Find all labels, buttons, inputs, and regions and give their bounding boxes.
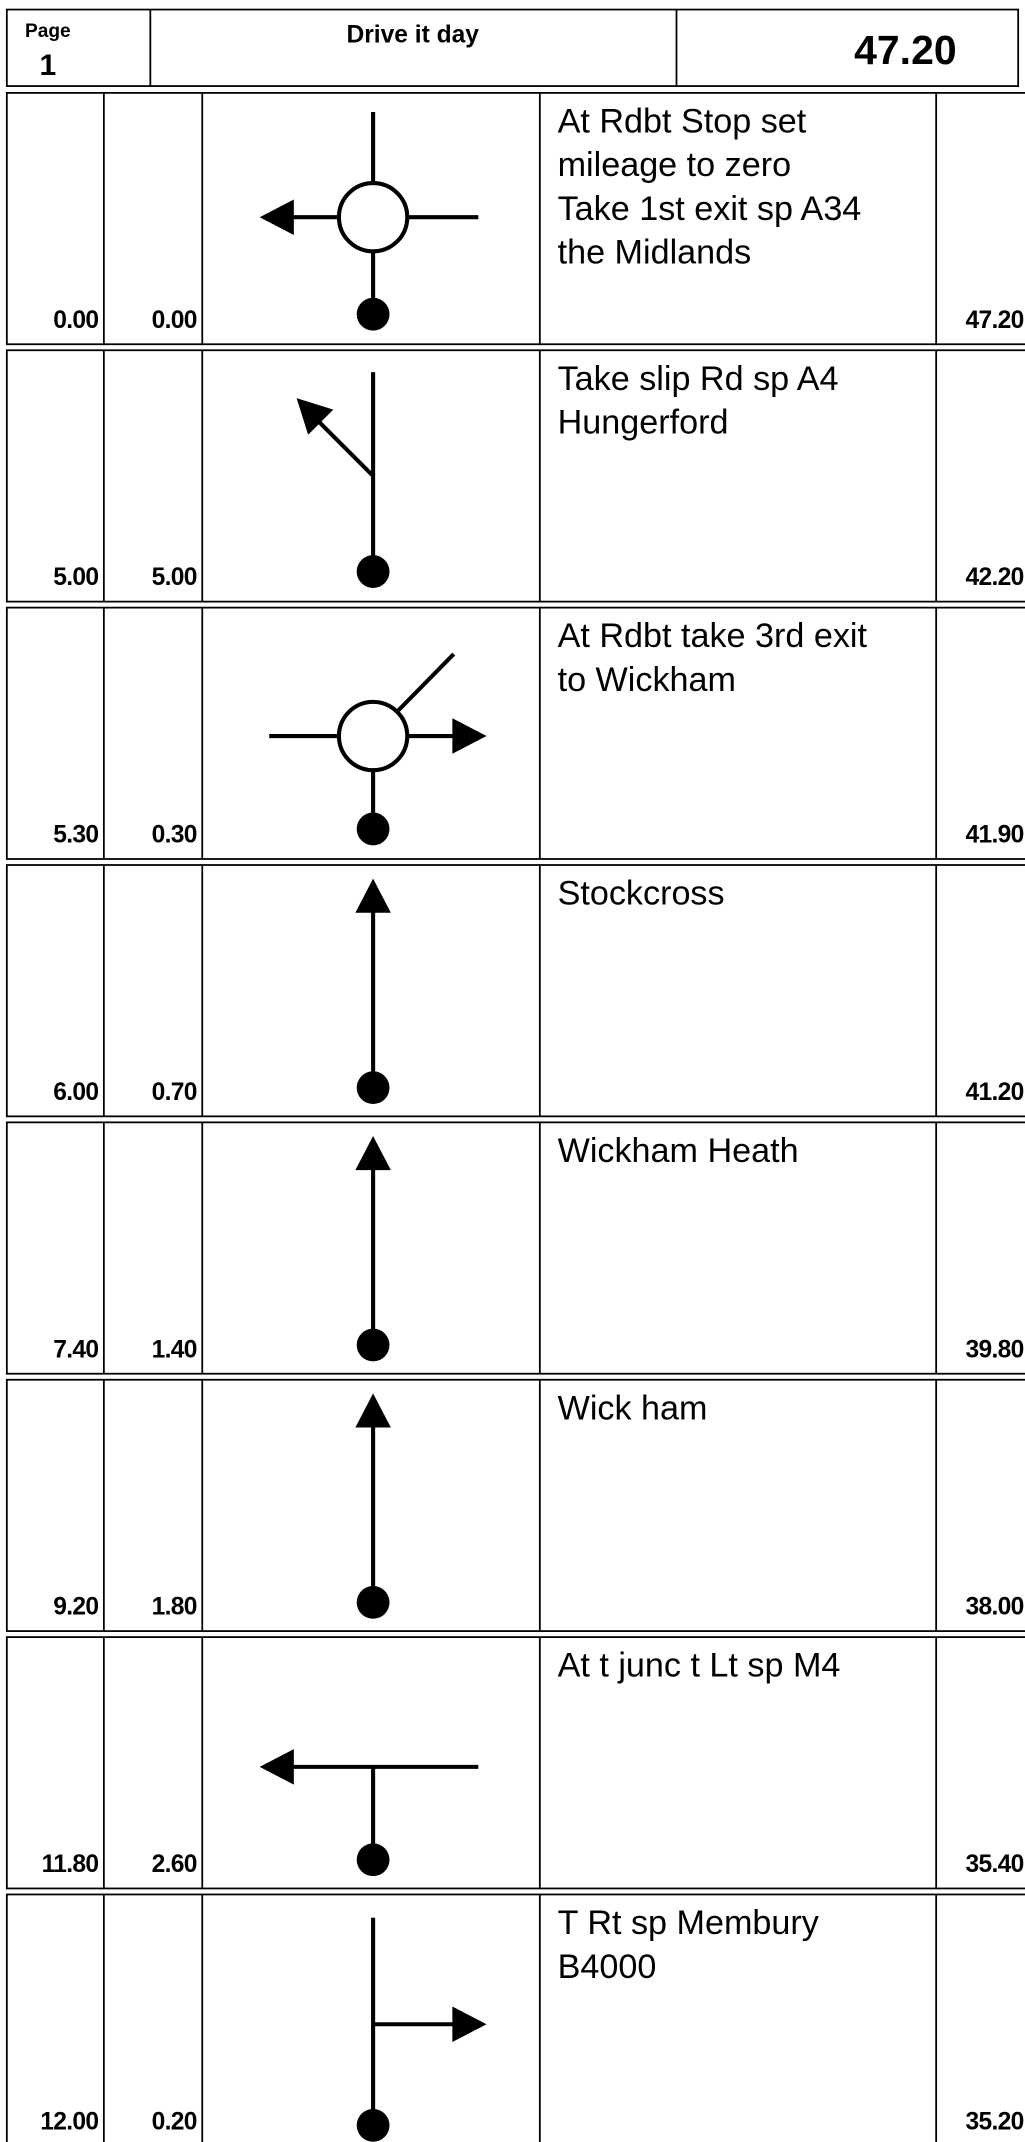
instruction-line: the Midlands — [558, 234, 752, 272]
total-distance: 12.00 — [40, 2108, 98, 2135]
row-frame — [5, 1121, 1025, 1375]
remaining-distance: 38.00 — [966, 1594, 1024, 1621]
interval-distance: 0.70 — [152, 1079, 197, 1106]
start-dot — [356, 297, 390, 331]
start-dot — [356, 812, 390, 846]
start-dot — [356, 1843, 390, 1877]
row-frame — [5, 1893, 1025, 2142]
arrow-head — [452, 2006, 487, 2043]
total-distance: 9.20 — [53, 1594, 98, 1621]
remaining-distance: 35.20 — [966, 2108, 1024, 2135]
total-distance: 0.00 — [53, 307, 98, 334]
start-dot — [356, 1586, 390, 1619]
remaining-distance: 41.20 — [966, 1079, 1024, 1106]
total-distance: 5.30 — [53, 822, 98, 849]
start-dot — [356, 1328, 390, 1362]
route-title: Drive it day — [346, 21, 479, 48]
interval-distance: 0.00 — [152, 307, 197, 334]
interval-distance: 0.30 — [152, 822, 197, 849]
arrow-head — [355, 1393, 391, 1428]
page-label: Page — [25, 21, 71, 42]
header-frame — [5, 8, 1020, 87]
row-frame — [5, 1378, 1025, 1632]
remaining-distance: 47.20 — [966, 307, 1024, 334]
interval-distance: 1.40 — [152, 1336, 197, 1363]
row-frame — [5, 1636, 1025, 1890]
remaining-distance: 41.90 — [966, 822, 1024, 849]
total-distance: 6.00 — [53, 1079, 98, 1106]
instruction-line: At Rdbt Stop set — [558, 103, 807, 141]
interval-distance: 1.80 — [152, 1594, 197, 1621]
roundabout — [336, 699, 410, 773]
route-total: 47.20 — [854, 27, 957, 73]
road — [312, 415, 375, 478]
roundabout — [336, 181, 410, 254]
instruction-line: Take slip Rd sp A4 — [558, 360, 839, 398]
remaining-distance: 42.20 — [966, 564, 1024, 591]
instruction-line: T Rt sp Membury — [558, 1904, 819, 1942]
row-frame — [5, 92, 1025, 346]
start-dot — [356, 1071, 390, 1105]
page-number: 1 — [39, 49, 56, 82]
total-distance: 11.80 — [42, 1851, 99, 1878]
instruction-line: B4000 — [558, 1948, 657, 1986]
start-dot — [356, 555, 390, 588]
remaining-distance: 39.80 — [966, 1336, 1024, 1363]
arrow-head — [259, 1749, 294, 1785]
arrow-head — [259, 199, 294, 235]
instruction-line: At t junc t Lt sp M4 — [558, 1647, 841, 1685]
interval-distance: 0.20 — [152, 2108, 197, 2135]
arrow-head — [355, 878, 391, 913]
instruction-line: Wickham Heath — [558, 1132, 799, 1170]
instruction-line: Hungerford — [558, 404, 729, 442]
instruction-line: to Wickham — [558, 661, 736, 699]
arrow-head — [355, 1136, 391, 1171]
interval-distance: 2.60 — [152, 1851, 197, 1878]
total-distance: 5.00 — [53, 564, 98, 591]
arrow-head — [296, 398, 334, 435]
instruction-line: Take 1st exit sp A34 — [558, 190, 862, 228]
instruction-line: mileage to zero — [558, 146, 791, 184]
row-frame — [5, 864, 1025, 1118]
instruction-line: Wick ham — [558, 1389, 708, 1427]
row-frame — [5, 606, 1025, 860]
instruction-line: At Rdbt take 3rd exit — [558, 617, 868, 655]
total-distance: 7.40 — [53, 1336, 98, 1363]
arrow-head — [452, 718, 487, 754]
remaining-distance: 35.40 — [966, 1851, 1024, 1878]
interval-distance: 5.00 — [152, 564, 197, 591]
instruction-line: Stockcross — [558, 875, 725, 913]
start-dot — [356, 2108, 390, 2142]
row-frame — [5, 349, 1025, 603]
